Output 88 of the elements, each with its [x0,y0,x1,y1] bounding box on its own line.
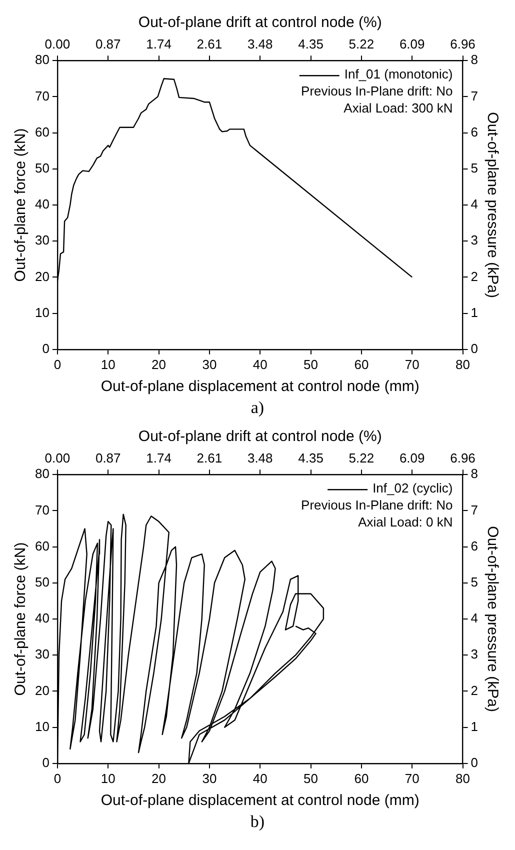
x-tick-label: 40 [252,770,268,786]
y2-tick-label: 4 [470,610,478,626]
x2-tick-label: 2.61 [196,450,222,466]
x2-tick-label: 0.00 [44,36,70,52]
x2-tick-label: 3.48 [247,450,273,466]
y2-tick-label: 3 [470,232,478,248]
annotation: Previous In-Plane drift: No [301,84,453,99]
x2-tick-label: 4.35 [298,36,324,52]
y2-axis-title: Out-of-plane pressure (kPa) [484,112,501,298]
x2-tick-label: 4.35 [298,450,324,466]
legend-label: Inf_02 (cyclic) [372,480,453,496]
x-tick-label: 20 [152,356,166,372]
x-tick-label: 10 [100,770,116,786]
y-tick-label: 20 [34,682,50,698]
y2-tick-label: 1 [470,718,478,734]
text: a) [250,398,266,419]
x2-tick-label: 6.09 [399,36,425,52]
y-tick-label: 70 [34,502,50,518]
y-tick-label: 50 [34,574,50,590]
y-tick-label: 60 [34,124,50,140]
x2-tick-label: 1.74 [146,36,172,52]
x2-tick-label: 5.22 [348,450,374,466]
x-tick-label: 0 [54,770,62,786]
y-tick-label: 20 [34,268,50,284]
x-tick-label: 60 [354,770,369,786]
y2-tick-label: 7 [470,502,478,518]
y2-tick-label: 1 [470,304,478,320]
y-tick-label: 30 [34,232,50,248]
y2-axis-title: Out-of-plane pressure (kPa) [484,526,501,712]
x-tick-label: 20 [152,770,166,786]
y2-tick-label: 8 [470,466,478,482]
y2-tick-label: 2 [470,682,478,698]
y2-tick-label: 4 [470,196,478,212]
y-tick-label: 30 [34,646,50,662]
y2-tick-label: 2 [470,268,478,284]
y2-tick-label: 5 [470,160,478,176]
x-tick-label: 0 [54,356,62,372]
text: b) [249,812,266,833]
x2-tick-label: 6.09 [399,450,425,466]
y2-tick-label: 7 [470,88,478,104]
x-tick-label: 30 [202,356,217,372]
x2-tick-label: 0.00 [44,450,70,466]
x-tick-label: 60 [354,356,369,372]
y-tick-label: 10 [34,718,50,734]
y2-tick-label: 0 [470,340,478,356]
y-tick-label: 10 [34,304,50,320]
y-tick-label: 0 [42,754,50,770]
x2-axis-title: Out-of-plane drift at control node (%) [138,14,382,32]
y-axis-title: Out-of-plane force (kN) [12,542,30,696]
x-tick-label: 70 [404,770,420,786]
x2-tick-label: 1.74 [146,450,172,466]
x2-tick-label: 6.96 [450,36,476,52]
x2-tick-label: 3.48 [247,36,273,52]
y2-tick-label: 8 [470,52,478,68]
x2-tick-label: 0.87 [95,450,121,466]
x-tick-label: 80 [456,356,470,372]
x-axis-title: Out-of-plane displacement at control node (mm) [100,792,420,810]
x-tick-label: 30 [202,770,217,786]
x2-tick-label: 6.96 [450,450,476,466]
x-tick-label: 10 [100,356,116,372]
y2-tick-label: 6 [470,538,478,554]
y-tick-label: 80 [34,466,50,482]
annotation: Axial Load: 300 kN [344,100,453,116]
y-tick-label: 40 [34,610,50,626]
legend-label: Inf_01 (monotonic) [344,66,453,82]
x2-tick-label: 0.87 [95,36,121,52]
x2-tick-label: 2.61 [196,36,222,52]
x-tick-label: 40 [252,356,268,372]
x-axis-title: Out-of-plane displacement at control node (mm) [100,378,420,396]
y-tick-label: 50 [34,160,50,176]
y2-tick-label: 5 [470,574,478,590]
y-axis-title: Out-of-plane force (kN) [12,128,30,282]
x-tick-label: 80 [456,770,470,786]
y2-tick-label: 0 [470,754,478,770]
x-tick-label: 50 [304,356,318,372]
y-tick-label: 80 [34,52,50,68]
annotation: Previous In-Plane drift: No [301,498,453,513]
y-tick-label: 70 [34,88,50,104]
x2-axis-title: Out-of-plane drift at control node (%) [138,428,382,446]
x2-tick-label: 5.22 [348,36,374,52]
y-tick-label: 40 [34,196,50,212]
y2-tick-label: 3 [470,646,478,662]
y2-tick-label: 6 [470,124,478,140]
x-tick-label: 70 [404,356,420,372]
annotation: Axial Load: 0 kN [358,514,453,530]
y-tick-label: 0 [42,340,50,356]
x-tick-label: 50 [304,770,318,786]
y-tick-label: 60 [34,538,50,554]
